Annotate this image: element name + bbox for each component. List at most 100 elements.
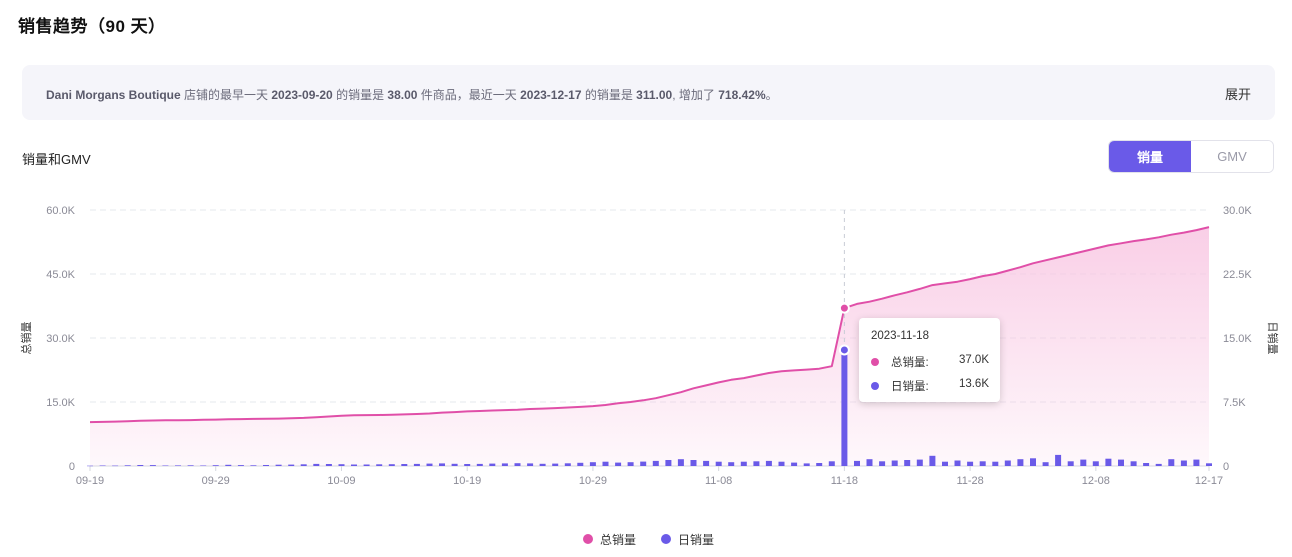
tooltip-daily-value: 13.6K xyxy=(958,378,989,390)
daily-sales-bar xyxy=(87,465,93,467)
daily-sales-bar xyxy=(979,461,986,466)
daily-sales-bar xyxy=(1118,459,1124,466)
total-sales-area xyxy=(90,227,1209,466)
daily-sales-bar xyxy=(916,459,923,466)
daily-sales-bar xyxy=(527,463,534,466)
daily-sales-bar xyxy=(175,465,181,466)
daily-sales-bar xyxy=(1030,458,1036,466)
daily-sales-bar xyxy=(200,465,207,466)
right-y-tick: 22.5K xyxy=(1223,269,1252,281)
x-tick-label: 12-08 xyxy=(1082,475,1110,487)
daily-sales-bar xyxy=(124,465,131,466)
x-tick-label: 09-29 xyxy=(202,475,230,487)
daily-sales-bar xyxy=(439,463,445,466)
daily-sales-bar xyxy=(263,465,269,466)
summary-pct: 718.42% xyxy=(718,88,766,102)
tooltip-daily-name: 日销量: xyxy=(891,381,929,393)
tooltip-total-name: 总销量: xyxy=(891,357,929,369)
legend-daily-label: 日销量 xyxy=(678,533,715,547)
daily-sales-bar xyxy=(791,462,798,466)
daily-sales-bar xyxy=(816,463,823,466)
summary-text-6: 。 xyxy=(765,88,778,102)
daily-sales-bar xyxy=(677,459,684,466)
summary-last-date: 2023-12-17 xyxy=(520,88,582,102)
daily-sales-bar xyxy=(1130,461,1137,466)
daily-sales-bar xyxy=(740,461,747,466)
daily-sales-bar xyxy=(388,464,395,466)
daily-sales-bar xyxy=(778,461,785,466)
daily-sales-bar xyxy=(728,462,735,466)
daily-sales-bar xyxy=(1206,463,1212,466)
daily-highlight-point xyxy=(838,344,850,356)
daily-sales-bar xyxy=(363,464,370,466)
daily-sales-bar xyxy=(237,465,244,466)
daily-sales-bar xyxy=(501,463,508,466)
summary-store: Dani Morgans Boutique xyxy=(46,88,181,102)
x-tick-label: 11-18 xyxy=(831,475,858,487)
daily-sales-bar xyxy=(162,465,169,466)
tooltip-date: 2023-11-18 xyxy=(871,330,929,342)
metric-toggle: 销量 GMV xyxy=(1108,140,1274,173)
summary-text-2: 的销量是 xyxy=(332,88,388,102)
daily-sales-bar xyxy=(275,464,282,466)
daily-sales-bar xyxy=(879,461,886,466)
daily-sales-bar xyxy=(426,463,433,466)
daily-sales-bar xyxy=(652,460,659,466)
daily-sales-bar xyxy=(1143,463,1150,466)
daily-sales-bar xyxy=(149,465,156,466)
daily-sales-bar xyxy=(715,461,722,466)
sales-tab-button[interactable]: 销量 xyxy=(1109,141,1191,172)
daily-sales-bar xyxy=(1080,459,1087,466)
daily-sales-bar xyxy=(954,460,961,466)
x-tick-label: 10-19 xyxy=(453,475,481,487)
daily-sales-bar xyxy=(1092,461,1099,466)
daily-sales-bar xyxy=(866,459,873,466)
x-tick-label: 10-09 xyxy=(327,475,355,487)
daily-sales-bar xyxy=(401,464,408,466)
daily-sales-bar xyxy=(514,463,521,466)
daily-sales-bar xyxy=(187,465,194,466)
tooltip-row-daily: 日销量: 13.6K xyxy=(871,378,989,394)
daily-sales-bar xyxy=(1155,463,1162,466)
x-tick-label: 11-28 xyxy=(956,475,983,487)
daily-sales-bar xyxy=(539,463,546,466)
legend-daily-dot xyxy=(661,534,671,544)
daily-sales-bar xyxy=(313,463,320,466)
daily-sales-bar xyxy=(904,460,911,466)
right-axis-title: 日销量 xyxy=(1266,322,1280,355)
page-title: 销售趋势（90 天） xyxy=(18,17,166,36)
x-tick-label: 11-08 xyxy=(705,475,732,487)
daily-sales-bar xyxy=(476,463,483,466)
daily-sales-bar xyxy=(665,460,672,466)
daily-sales-bar xyxy=(1004,460,1011,466)
daily-sales-bar xyxy=(841,349,848,466)
expand-link[interactable]: 展开 xyxy=(1224,87,1251,102)
chart-tooltip: 2023-11-18 总销量: 37.0K 日销量: 13.6K xyxy=(859,318,1000,402)
right-y-tick: 7.5K xyxy=(1223,397,1246,409)
daily-sales-bar xyxy=(552,463,559,466)
daily-sales-bar xyxy=(854,460,860,466)
left-y-tick: 15.0K xyxy=(46,397,75,409)
daily-sales-bar xyxy=(942,461,948,466)
daily-sales-bar xyxy=(1067,461,1074,466)
daily-sales-bar xyxy=(828,461,835,466)
summary-last-value: 311.00 xyxy=(636,88,673,102)
left-y-tick: 30.0K xyxy=(46,333,75,345)
daily-sales-bar xyxy=(288,464,295,466)
daily-sales-bar xyxy=(602,461,609,466)
left-axis-title: 总销量 xyxy=(19,322,33,355)
daily-sales-bar xyxy=(1168,459,1175,466)
section-label: 销量和GMV xyxy=(22,152,91,167)
tooltip-total-value: 37.0K xyxy=(958,354,989,366)
daily-sales-bar xyxy=(640,461,647,466)
x-tick-label: 12-17 xyxy=(1195,475,1223,487)
daily-sales-bar xyxy=(1105,458,1112,466)
summary-text-4: 的销量是 xyxy=(581,88,637,102)
left-y-tick: 45.0K xyxy=(46,269,75,281)
daily-sales-bar xyxy=(250,465,257,466)
left-y-tick: 0 xyxy=(69,461,75,473)
daily-sales-bar xyxy=(803,463,810,466)
summary-text-3: 件商品，最近一天 xyxy=(417,88,521,102)
gmv-tab-button[interactable]: GMV xyxy=(1191,141,1273,172)
